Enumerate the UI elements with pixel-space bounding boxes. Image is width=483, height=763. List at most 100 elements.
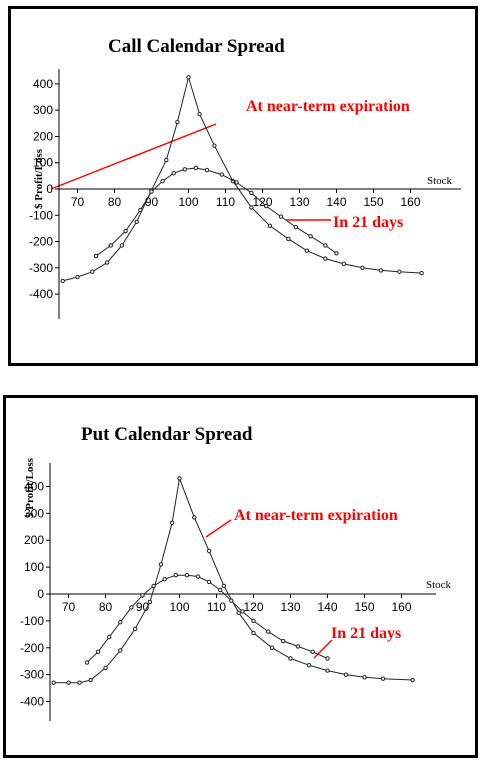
- x-tick-label: 90: [136, 600, 150, 614]
- x-tick-label: 70: [62, 600, 76, 614]
- data-point: [171, 171, 176, 176]
- data-point: [108, 243, 114, 248]
- x-tick-label: 130: [280, 600, 300, 614]
- data-point: [107, 634, 112, 640]
- data-point: [195, 574, 201, 579]
- data-point: [182, 167, 188, 172]
- data-point: [310, 649, 315, 654]
- data-point: [123, 228, 128, 234]
- put-calendar-chart-panel: Put Calendar Spread $ Profit/Loss Stock …: [3, 395, 478, 758]
- data-point: [325, 656, 330, 661]
- data-point: [84, 660, 90, 665]
- x-tick-label: 140: [317, 600, 337, 614]
- data-point: [95, 649, 101, 654]
- data-point: [169, 520, 175, 525]
- data-point: [293, 224, 298, 230]
- y-tick-label: 300: [33, 103, 53, 117]
- data-point: [221, 583, 227, 589]
- series-line-in-21-days: [95, 167, 337, 257]
- y-tick-label: 100: [24, 560, 44, 574]
- data-point: [206, 579, 212, 585]
- x-tick-label: 160: [391, 600, 411, 614]
- data-point: [75, 274, 80, 280]
- data-point: [118, 648, 123, 653]
- x-tick-label: 130: [289, 195, 309, 209]
- x-tick-label: 70: [71, 195, 85, 209]
- y-tick-label: 0: [46, 182, 53, 196]
- data-point: [140, 593, 145, 598]
- data-point: [164, 157, 169, 163]
- data-point: [104, 260, 110, 265]
- data-point: [219, 172, 225, 177]
- data-point: [175, 119, 180, 125]
- y-tick-label: 100: [33, 156, 53, 170]
- x-axis-label: Stock: [426, 579, 452, 591]
- data-point: [51, 680, 56, 685]
- y-tick-label: 0: [37, 587, 44, 601]
- x-tick-label: 140: [326, 195, 346, 209]
- annotation-arrow-near-term: [50, 123, 217, 190]
- put-calendar-chart: Put Calendar Spread $ Profit/Loss Stock …: [20, 424, 452, 721]
- annotation-near-term: At near-term expiration: [246, 98, 410, 115]
- data-point: [103, 665, 108, 671]
- y-tick-label: -400: [29, 287, 53, 301]
- data-point: [410, 677, 415, 683]
- x-tick-label: 90: [145, 195, 159, 209]
- x-tick-label: 100: [178, 195, 198, 209]
- chart-title: Put Calendar Spread: [81, 424, 253, 445]
- data-point: [264, 203, 269, 209]
- data-point: [278, 214, 284, 219]
- data-point: [288, 656, 293, 661]
- y-tick-label: 400: [33, 77, 53, 91]
- data-point: [362, 675, 367, 680]
- data-point: [90, 269, 95, 274]
- data-point: [295, 644, 301, 649]
- data-point: [204, 167, 210, 173]
- data-point: [360, 265, 365, 271]
- data-point: [304, 248, 310, 253]
- data-point: [249, 205, 254, 210]
- call-calendar-chart-panel: Call Calendar Spread $ Profit/Loss Stock…: [8, 6, 478, 366]
- data-point: [88, 677, 93, 683]
- data-point: [323, 243, 328, 248]
- data-point: [149, 189, 154, 194]
- data-point: [334, 251, 339, 256]
- data-point: [129, 605, 134, 610]
- data-point: [341, 261, 347, 267]
- x-tick-label: 110: [207, 600, 226, 614]
- data-point: [186, 75, 191, 80]
- data-point: [218, 587, 223, 593]
- data-point: [267, 223, 273, 228]
- annotation-near-term: At near-term expiration: [234, 507, 398, 524]
- y-tick-label: -100: [20, 614, 44, 628]
- data-point: [132, 626, 138, 632]
- data-point: [397, 269, 402, 274]
- data-point: [378, 268, 384, 273]
- data-point: [177, 476, 182, 481]
- y-tick-label: -300: [20, 668, 44, 682]
- data-point: [158, 562, 164, 567]
- annotation-21-days: In 21 days: [331, 625, 401, 642]
- data-point: [323, 256, 328, 261]
- data-point: [212, 143, 217, 148]
- y-tick-label: 400: [24, 479, 44, 493]
- x-tick-label: 150: [363, 195, 383, 209]
- annotation-21-days: In 21 days: [333, 214, 403, 231]
- data-point: [325, 668, 330, 673]
- x-tick-label: 110: [216, 195, 235, 209]
- data-point: [93, 253, 99, 259]
- x-tick-label: 120: [243, 600, 263, 614]
- y-axis-label: $ Profit/Loss: [24, 457, 36, 518]
- x-tick-label: 150: [354, 600, 374, 614]
- x-tick-label: 80: [108, 195, 122, 209]
- data-point: [240, 609, 245, 614]
- series-line-near-term: [53, 476, 413, 684]
- data-point: [118, 620, 123, 625]
- data-point: [306, 663, 312, 668]
- series-line-in-21-days: [86, 574, 328, 663]
- call-calendar-chart: Call Calendar Spread $ Profit/Loss Stock…: [29, 36, 461, 319]
- data-point: [138, 207, 143, 213]
- annotation-arrow-21-days: [313, 639, 333, 659]
- y-axis-label: $ Profit/Loss: [33, 148, 45, 209]
- x-tick-label: 100: [169, 600, 189, 614]
